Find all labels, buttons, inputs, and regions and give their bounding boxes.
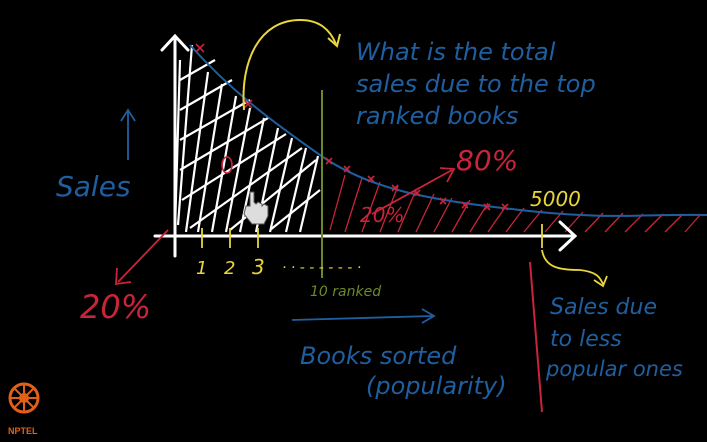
question-line-2: sales due to the top — [356, 70, 596, 98]
pct-80-label: 80% — [456, 144, 518, 177]
tick-label-2: 2 — [224, 258, 235, 279]
tick-dots: · · - - - - - - · — [282, 260, 361, 276]
pct-20-mid-label: 20% — [360, 203, 404, 227]
y-axis-label: Sales — [56, 170, 131, 203]
books-sorted-arrow — [291, 308, 436, 324]
red-divider — [529, 261, 543, 413]
x-ticks — [201, 224, 543, 248]
logo-text: NPTEL — [8, 426, 38, 436]
arrow-80 — [371, 167, 456, 215]
tick-label-3: 3 — [252, 255, 265, 279]
sales-due-line-3: popular ones — [545, 357, 683, 381]
tick-label-1: 1 — [196, 258, 207, 279]
sales-due-line-2: to less — [550, 327, 622, 352]
x-axis-label-1: Books sorted — [300, 342, 457, 370]
arrow-20 — [115, 229, 169, 286]
nptel-logo: NPTEL — [8, 382, 40, 436]
arrow-5000 — [541, 249, 608, 288]
long-tail-hatch — [329, 174, 701, 233]
question-arrow — [242, 18, 337, 111]
axes — [153, 33, 578, 258]
curve-markers — [195, 43, 509, 211]
label-5000: 5000 — [530, 187, 581, 211]
sales-curve — [189, 44, 707, 217]
ten-ranked-label: 10 ranked — [310, 284, 381, 300]
x-axis-label-2: (popularity) — [366, 372, 507, 400]
highlight-circle — [221, 156, 233, 174]
hand-cursor-icon — [243, 191, 269, 225]
sales-arrow — [120, 108, 136, 160]
pct-20-left-label: 20% — [80, 288, 151, 326]
sales-due-line-1: Sales due — [550, 295, 657, 320]
question-arrowhead — [327, 33, 341, 48]
question-line-1: What is the total — [356, 38, 556, 66]
top-ranked-hatch — [173, 44, 321, 233]
question-line-3: ranked books — [356, 102, 518, 130]
